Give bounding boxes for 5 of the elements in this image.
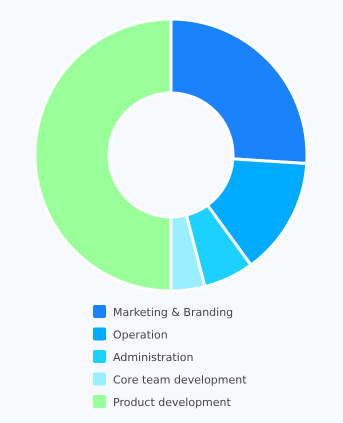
legend-label: Marketing & Branding — [113, 306, 234, 319]
legend-label: Product development — [113, 396, 232, 409]
legend-label: Administration — [113, 351, 194, 364]
legend-label: Operation — [113, 328, 168, 342]
legend-label: Core team development — [113, 374, 248, 386]
